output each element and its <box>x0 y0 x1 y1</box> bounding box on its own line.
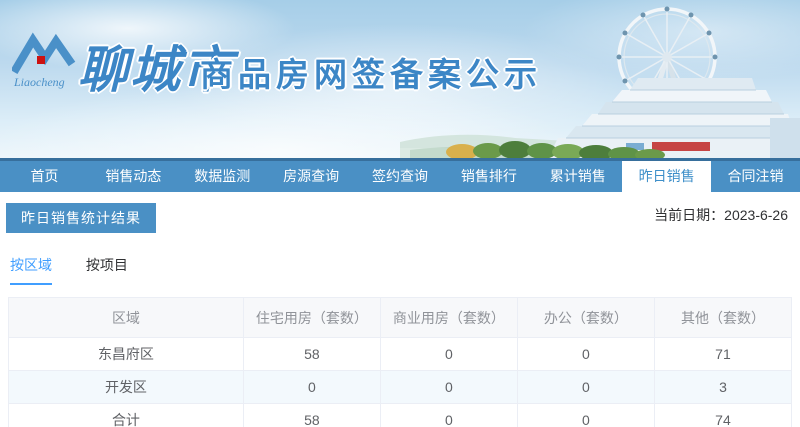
cell-value: 58 <box>242 337 381 371</box>
tab-by-region[interactable]: 按区域 <box>10 255 52 285</box>
current-date-label: 当前日期：2023-6-26 <box>654 207 788 223</box>
cell-value: 0 <box>516 370 655 404</box>
cell-value: 71 <box>653 337 793 371</box>
cell-region: 合计 <box>8 403 244 427</box>
sales-stats-table: 区域 住宅用房（套数） 商业用房（套数） 办公（套数） 其他（套数） 东昌府区 … <box>8 297 793 427</box>
table-row-dongchangfu: 东昌府区 58 0 0 71 <box>8 337 793 371</box>
cityscape-ferris-wheel-illustration <box>400 6 800 158</box>
cell-value: 0 <box>379 403 518 427</box>
svg-text:Liaocheng: Liaocheng <box>13 75 65 89</box>
col-header-other: 其他（套数） <box>653 297 793 338</box>
cell-value: 0 <box>242 370 381 404</box>
header-banner: Liaocheng 聊城市 商品房网签备案公示 <box>0 0 800 158</box>
tab-by-project[interactable]: 按项目 <box>85 257 128 273</box>
col-header-office: 办公（套数） <box>516 297 655 338</box>
cell-value: 0 <box>379 337 518 371</box>
cell-value: 74 <box>653 403 793 427</box>
nav-item-data-monitoring[interactable]: 数据监测 <box>194 168 251 184</box>
cell-value: 58 <box>242 403 381 427</box>
main-nav: 首页 销售动态 数据监测 房源查询 签约查询 销售排行 累计销售 昨日销售 合同… <box>0 158 800 192</box>
cell-value: 0 <box>379 370 518 404</box>
nav-item-listing-search[interactable]: 房源查询 <box>283 168 340 184</box>
col-header-region: 区域 <box>8 297 244 338</box>
nav-item-contract-cancellation[interactable]: 合同注销 <box>727 168 784 184</box>
nav-item-home[interactable]: 首页 <box>30 168 59 184</box>
view-tabs: 按区域 按项目 <box>10 255 800 285</box>
col-header-residential: 住宅用房（套数） <box>242 297 381 338</box>
cell-region: 东昌府区 <box>8 337 244 371</box>
site-title-city: 聊城市 <box>78 42 234 98</box>
nav-item-yesterday-sales[interactable]: 昨日销售 <box>622 161 712 192</box>
cell-value: 0 <box>516 403 655 427</box>
nav-item-cumulative-sales[interactable]: 累计销售 <box>549 168 606 184</box>
nav-item-contract-search[interactable]: 签约查询 <box>372 168 428 184</box>
nav-item-sales-ranking[interactable]: 销售排行 <box>460 168 517 184</box>
cell-value: 0 <box>516 337 655 371</box>
cell-region: 开发区 <box>8 370 244 404</box>
table-header-row: 区域 住宅用房（套数） 商业用房（套数） 办公（套数） 其他（套数） <box>8 297 793 338</box>
table-row-kaifaqu: 开发区 0 0 0 3 <box>8 370 793 404</box>
section-title-badge: 昨日销售统计结果 <box>6 203 156 233</box>
main-content: 昨日销售统计结果 当前日期：2023-6-26 按区域 按项目 区域 住宅用房（… <box>0 192 800 427</box>
nav-item-sales-updates[interactable]: 销售动态 <box>105 168 162 184</box>
liaocheng-logo: Liaocheng <box>12 32 76 89</box>
cell-value: 3 <box>653 370 793 404</box>
table-row-total: 合计 58 0 0 74 <box>8 403 793 427</box>
site-title-main: 商品房网签备案公示 <box>200 56 542 93</box>
col-header-commercial: 商业用房（套数） <box>379 297 518 338</box>
